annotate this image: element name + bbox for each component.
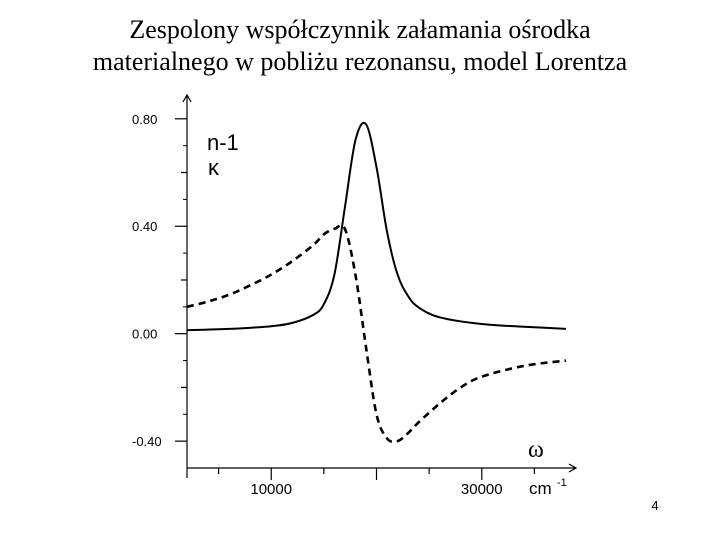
y-axis-arrow (182, 93, 192, 103)
y-tick-label: 0.80 (132, 112, 157, 127)
y-tick-label: 0.00 (132, 327, 157, 342)
series-line-kappa (186, 121, 567, 332)
slide-title: Zespolony współczynnik załamania ośrodka… (0, 14, 720, 78)
series-line-n-minus-1 (186, 224, 567, 444)
x-tick-label: 10000 (250, 481, 292, 498)
page-number: 4 (651, 498, 659, 513)
x-axis-unit-exponent: -1 (557, 477, 567, 489)
x-axis-unit: cm (529, 479, 552, 498)
y-tick-label: -0.40 (132, 434, 162, 449)
chart-axes (182, 93, 578, 478)
chart-labels: n-1κ ω cm -1 (207, 130, 567, 498)
x-tick-label: 30000 (461, 481, 503, 498)
slide-title-line-2: materialnego w pobliżu rezonansu, model … (92, 47, 628, 76)
chart-series (186, 121, 567, 444)
y-tick-label: 0.40 (132, 219, 157, 234)
x-axis-arrow (568, 463, 578, 473)
legend-entry-kappa: κ (208, 155, 220, 180)
legend-entry-n-minus-1: n-1 (207, 130, 239, 155)
x-axis-symbol: ω (528, 437, 544, 463)
chart-ticks: 0.80 0.40 0.00 -0.40 10000 30000 (132, 112, 536, 498)
slide-title-line-1: Zespolony współczynnik załamania ośrodka (129, 15, 591, 44)
